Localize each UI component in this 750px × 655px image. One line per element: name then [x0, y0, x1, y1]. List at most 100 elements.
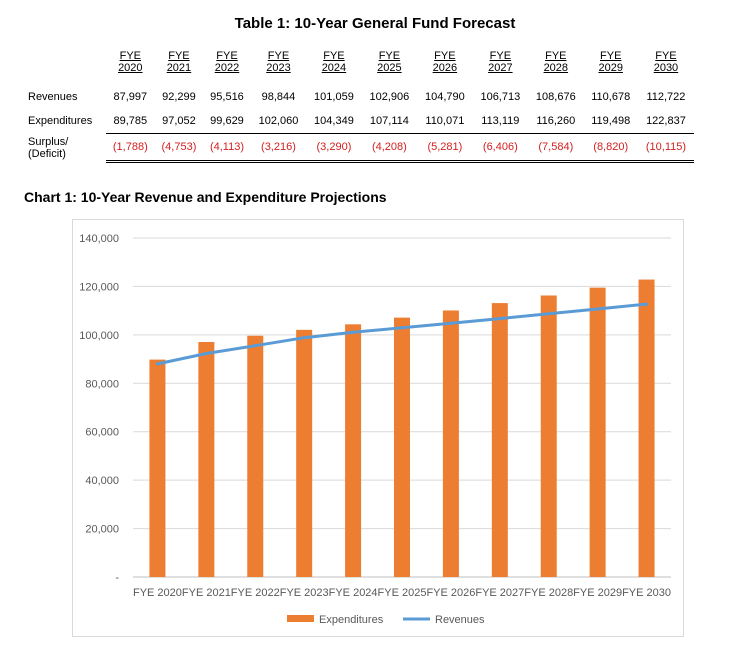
table-cell: (7,584) — [528, 133, 584, 163]
column-header-line2: 2030 — [653, 62, 679, 74]
column-header-line1: FYE — [545, 50, 567, 62]
x-tick-label: FYE 2030 — [622, 587, 671, 599]
x-tick-label: FYE 2025 — [378, 587, 427, 599]
point-revenues — [400, 326, 404, 330]
table-header-row: FYE 2020 FYE 2021 FYE 2022 FYE 2023 FYE 2024 FYE 20… — [28, 50, 694, 85]
column-header-line1: FYE — [378, 50, 401, 62]
table-cell: 122,837 — [637, 109, 694, 134]
x-tick-label: FYE 2020 — [133, 587, 182, 599]
column-header-line2: 2028 — [543, 62, 569, 74]
x-tick-label: FYE 2026 — [426, 587, 475, 599]
column-header-line2: 2022 — [214, 62, 240, 74]
column-header-line1: FYE — [216, 50, 238, 62]
y-tick-label: 120,000 — [79, 281, 119, 293]
table-cell: (8,820) — [583, 133, 638, 163]
column-header-line2: 2025 — [377, 62, 402, 74]
y-tick-label: 40,000 — [85, 475, 119, 487]
chart-heading: Chart 1: 10-Year Revenue and Expenditure… — [24, 189, 387, 205]
row-label-header — [28, 50, 106, 85]
column-header-line2: 2026 — [432, 62, 458, 74]
row-label-line2: (Deficit) — [28, 147, 66, 160]
column-header: FYE 2027 — [473, 50, 528, 85]
table-cell: (5,281) — [417, 133, 473, 163]
table-cell: 106,713 — [480, 91, 521, 103]
column-header-line2: 2029 — [598, 62, 623, 74]
point-revenues — [351, 330, 355, 334]
x-tick-label: FYE 2029 — [573, 587, 622, 599]
table-cell: 108,676 — [535, 91, 576, 103]
column-header-line1: FYE — [434, 50, 456, 62]
column-header: FYE 2023 — [251, 50, 306, 85]
chart-frame: - 20,000 40,000 60,000 80,000 100,000 120,000 1… — [72, 219, 684, 637]
bar-expenditures — [540, 295, 557, 577]
point-revenues — [547, 312, 551, 316]
point-revenues — [302, 336, 306, 340]
table-cell: 112,722 — [646, 91, 686, 103]
y-tick-label: 60,000 — [85, 427, 119, 439]
point-revenues — [645, 302, 649, 306]
bar-expenditures — [345, 324, 362, 577]
table-cell: 102,060 — [250, 109, 307, 134]
column-header: FYE 2029 — [584, 50, 638, 85]
table-cell: 116,260 — [528, 109, 584, 134]
point-revenues — [449, 321, 453, 325]
bar-expenditures — [589, 287, 606, 577]
legend-label-revenues: Revenues — [435, 614, 485, 626]
table-cell: (3,216) — [250, 133, 307, 163]
row-label: Surplus/(Deficit) — [28, 134, 106, 162]
table-cell: 110,678 — [591, 91, 631, 103]
column-header-line2: 2027 — [488, 62, 513, 74]
table-row-expenditures: Expenditures 89,785 97,052 99,629 102,060 10… — [28, 109, 694, 134]
table-cell: 104,790 — [424, 91, 465, 103]
chart-svg: - 20,000 40,000 60,000 80,000 100,000 120,000 1… — [79, 233, 671, 626]
bar-expenditures — [149, 359, 166, 577]
table-cell: (4,753) — [154, 133, 204, 163]
column-header: FYE 2025 — [362, 50, 417, 85]
table-cell: 113,119 — [472, 109, 529, 134]
bar-expenditures — [394, 317, 410, 577]
table-cell: (4,113) — [203, 133, 251, 163]
column-header: FYE 2022 — [203, 50, 250, 85]
column-header-line1: FYE — [168, 50, 190, 62]
table-cell: (6,406) — [472, 133, 529, 163]
bar-expenditures — [638, 279, 655, 577]
column-header: FYE 2021 — [155, 50, 204, 85]
x-tick-label: FYE 2024 — [329, 587, 378, 599]
table-cell: 92,299 — [162, 91, 196, 103]
row-label: Expenditures — [28, 115, 93, 128]
point-revenues — [204, 352, 208, 356]
x-tick-label: FYE 2021 — [182, 587, 231, 599]
table-row-revenues: Revenues 87,997 92,299 95,516 98,844 101,059… — [28, 85, 694, 109]
row-label: Revenues — [28, 91, 78, 103]
column-header: FYE 2026 — [417, 50, 472, 85]
x-tick-label: FYE 2023 — [280, 587, 329, 599]
table-cell: (4,208) — [361, 133, 418, 163]
legend-swatch-expenditures — [287, 615, 314, 622]
x-tick-label: FYE 2027 — [475, 587, 524, 599]
table-cell: 107,114 — [361, 109, 418, 134]
column-header: FYE 2028 — [528, 50, 583, 85]
table-cell: 102,906 — [369, 91, 410, 103]
x-tick-label: FYE 2028 — [524, 587, 573, 599]
legend-label-expenditures: Expenditures — [319, 614, 384, 626]
table-cell: 95,516 — [210, 91, 244, 103]
column-header: FYE 2024 — [306, 50, 361, 85]
bar-expenditures — [442, 310, 459, 577]
bar-expenditures — [491, 303, 508, 577]
x-tick-label: FYE 2022 — [231, 587, 280, 599]
table-cell: 97,052 — [154, 109, 204, 134]
column-header-line1: FYE — [119, 50, 142, 62]
table-cell: 89,785 — [106, 109, 155, 134]
table-cell: 98,844 — [261, 91, 296, 103]
bar-expenditures — [198, 341, 215, 577]
column-header-line1: FYE — [655, 50, 677, 62]
point-revenues — [155, 362, 159, 366]
y-tick-label: 100,000 — [79, 330, 119, 342]
y-tick-label: - — [115, 572, 119, 584]
column-header-line2: 2024 — [321, 62, 347, 74]
table-cell: 99,629 — [203, 109, 251, 134]
table-cell: 104,349 — [306, 109, 362, 134]
table-cell: 101,059 — [314, 91, 354, 103]
y-tick-label: 80,000 — [85, 378, 119, 390]
bar-expenditures — [247, 335, 264, 577]
